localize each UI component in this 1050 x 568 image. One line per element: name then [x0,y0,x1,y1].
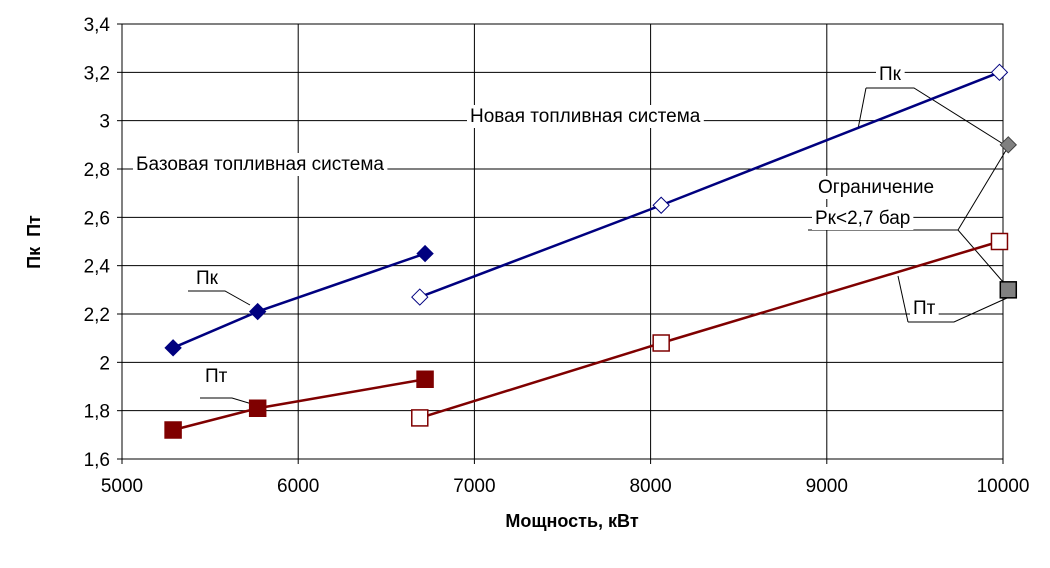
diamond-marker [999,136,1017,154]
square-marker [416,370,434,388]
y-tick-label: 2,8 [84,160,110,181]
x-tick-label: 8000 [629,476,671,497]
y-tick-label: 1,6 [84,450,110,471]
x-tick-label: 6000 [277,476,319,497]
annotation-limit-line1-bg [815,176,938,199]
square-marker [411,409,429,427]
y-axis-title: Пк Пт [24,215,44,269]
square-marker [990,232,1009,251]
y-tick-label: 2 [99,353,110,374]
annotation-new-system: Новая топливная система [470,106,701,127]
annotation-limit-line2: Рк<2,7 бар [815,208,910,229]
leader-line [897,275,909,323]
y-tick-label: 1,8 [84,402,110,423]
annotations-layer: Базовая топливная система Новая топливная… [133,63,939,388]
annotation-pt-new-bg [910,297,939,320]
annotation-limit-line1: Ограничение [818,177,934,198]
annotation-pt-new: Пт [913,298,936,319]
y-tick-label: 3 [99,112,110,133]
leader-line [188,290,251,306]
series-layer [164,63,1018,439]
annotation-leaders [188,87,1011,405]
y-tick-label: 2,4 [84,257,111,278]
leader-line [200,397,253,405]
y-tick-label: 3,4 [84,15,111,36]
leader-line [866,87,1009,148]
annotation-base-system: Базовая топливная система [136,154,384,175]
diamond-marker [416,244,434,263]
leader-line [857,87,867,130]
diamond-marker [411,288,429,306]
annotation-pk-base-bg [193,267,222,290]
leader-line [957,146,1009,231]
annotation-pt-base: Пт [205,366,228,387]
annotation-pk-new: Пк [879,64,902,85]
square-marker [248,399,267,417]
annotation-new-system-bg [467,105,704,128]
annotation-base-system-bg [133,153,388,176]
leader-line [908,297,1008,323]
x-tick-label: 10000 [977,476,1030,497]
x-tick-label: 7000 [453,476,495,497]
diamond-marker [652,196,670,214]
y-tick-label: 3,2 [84,63,110,84]
annotation-pk-new-bg [876,63,905,86]
annotation-pk-base: Пк [196,268,219,289]
square-marker [999,281,1018,299]
x-tick-label: 9000 [806,476,848,497]
y-tick-label: 2,2 [84,305,110,326]
y-tick-label: 2,6 [84,208,110,229]
annotation-limit-line2-bg [812,207,914,230]
tick-labels: 1,6 1,8 2 2,2 2,4 2,6 2,8 3 3,2 3,4 5000 6000 7000 80… [84,15,1030,497]
diamond-marker [990,63,1009,82]
square-marker [652,334,670,352]
square-marker [164,421,182,439]
x-axis-title: Мощность, кВт [505,511,638,531]
diamond-marker [248,302,267,321]
annotation-pt-base-bg [202,365,231,388]
x-tick-label: 5000 [101,476,143,497]
diamond-marker [164,339,182,357]
